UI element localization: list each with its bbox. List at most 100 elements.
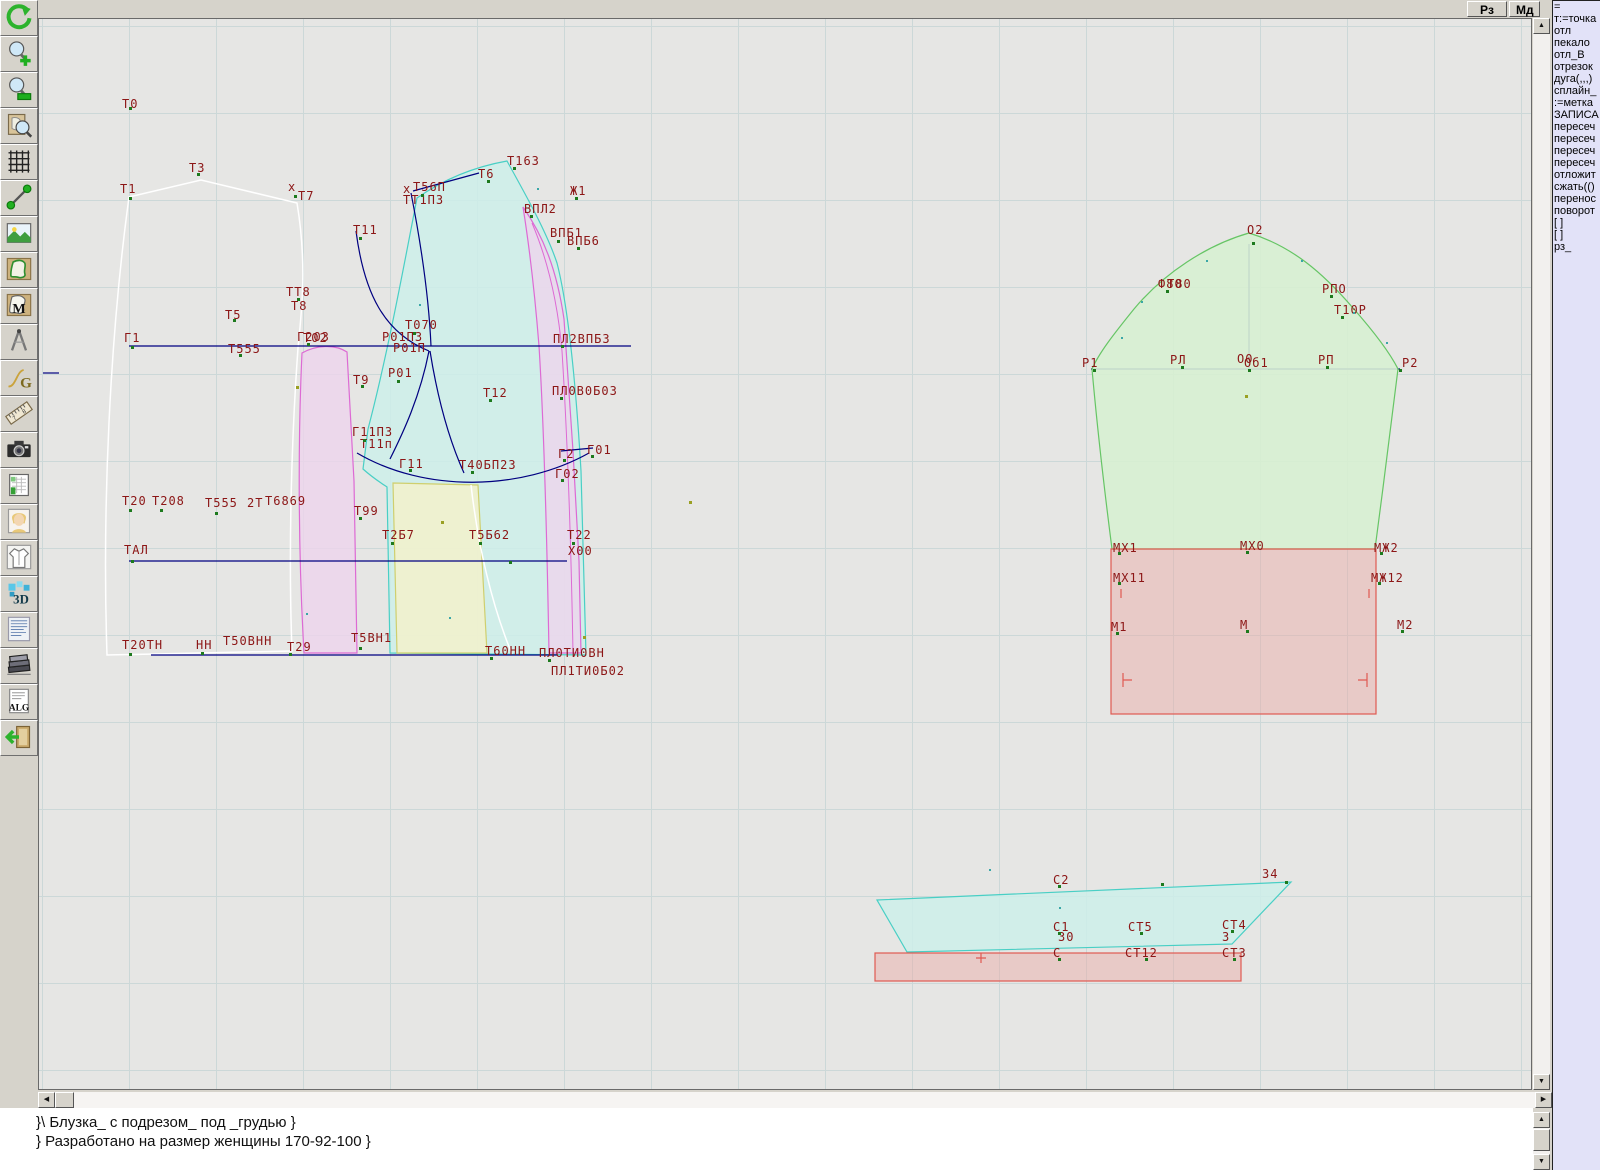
pattern-point: [577, 247, 580, 250]
point-label: МХ11: [1113, 571, 1146, 585]
command-item[interactable]: пересеч: [1554, 157, 1596, 169]
side-panel-right[interactable]: [522, 206, 582, 654]
pattern-canvas[interactable]: Т0 Т3 Т1 х Т7 Т11 Т163 Т6 х Т56П ТТ1П3 Ж1 ВПЛ2 ВПБ1 ВП…: [38, 18, 1532, 1090]
command-item[interactable]: пересеч: [1554, 145, 1596, 157]
zoom-region-button[interactable]: [0, 108, 38, 144]
sleeve-piece[interactable]: [1091, 232, 1399, 550]
compass-button[interactable]: [0, 324, 38, 360]
output-scroll-down-icon[interactable]: ▼: [1533, 1154, 1550, 1170]
pattern-point: [307, 343, 310, 346]
zoom-in-button[interactable]: [0, 36, 38, 72]
h-scrollbar[interactable]: ◀ ▶: [38, 1092, 1552, 1108]
grid-button[interactable]: [0, 144, 38, 180]
exit-button[interactable]: [0, 720, 38, 756]
pattern-point: [509, 561, 512, 564]
table-button[interactable]: [0, 468, 38, 504]
command-item[interactable]: =: [1554, 1, 1561, 13]
command-item[interactable]: т:=точка: [1554, 13, 1597, 25]
pattern-point: [361, 385, 364, 388]
view-3d-button[interactable]: 3D: [0, 576, 38, 612]
scroll-right-icon[interactable]: ▶: [1535, 1092, 1552, 1108]
pattern-point: [1145, 958, 1148, 961]
command-item[interactable]: рз_: [1554, 241, 1572, 253]
point-label: Т11п: [360, 437, 393, 451]
command-item[interactable]: :=метка: [1554, 97, 1594, 109]
point-label: Р01П3: [382, 330, 424, 344]
point-label: Т99: [354, 504, 379, 518]
curve-g-button[interactable]: G: [0, 360, 38, 396]
command-item[interactable]: пересеч: [1554, 121, 1596, 133]
pattern-point: [1386, 342, 1388, 344]
point-label: ПЛ0В0Б03: [552, 384, 618, 398]
cuff-piece[interactable]: [1110, 548, 1377, 715]
pattern-point: [441, 521, 444, 524]
script-list-button[interactable]: [0, 612, 38, 648]
point-label: Т070: [405, 318, 438, 332]
pattern-point: [689, 501, 692, 504]
scroll-down-icon[interactable]: ▼: [1533, 1074, 1550, 1090]
output-scroll-thumb[interactable]: [1533, 1129, 1550, 1151]
garment-sketch-button[interactable]: [0, 540, 38, 576]
pattern-point: [421, 194, 424, 197]
side-panel-left[interactable]: [298, 345, 358, 654]
command-item[interactable]: отл: [1554, 25, 1572, 37]
command-item[interactable]: сжать((): [1554, 181, 1595, 193]
output-scrollbar[interactable]: ▲ ▼: [1533, 1112, 1550, 1170]
band-notch: [976, 953, 986, 963]
point-label: Т12: [483, 386, 508, 400]
pattern-point: [1353, 312, 1355, 314]
scroll-up-icon[interactable]: ▲: [1533, 18, 1550, 34]
point-label: НН: [196, 638, 213, 652]
pattern-piece-button[interactable]: [0, 252, 38, 288]
point-label: М: [1240, 618, 1249, 632]
point-label: СТ5: [1128, 920, 1153, 934]
pattern-point: [397, 380, 400, 383]
pattern-point: [359, 237, 362, 240]
point-label: Т20ТН: [122, 638, 164, 652]
command-item[interactable]: [ ]: [1554, 229, 1564, 241]
pattern-point: [1058, 958, 1061, 961]
output-text-area[interactable]: }\ Блузка_ с подрезом_ под _грудью } } Р…: [0, 1108, 1533, 1170]
point-label: ПЛ0ТИ0ВН: [539, 646, 605, 660]
alg-button[interactable]: ALG: [0, 684, 38, 720]
output-scroll-up-icon[interactable]: ▲: [1533, 1112, 1550, 1128]
pattern-m-button[interactable]: M: [0, 288, 38, 324]
point-label: Т2Б7: [382, 528, 415, 542]
command-item[interactable]: ЗАПИСА: [1554, 109, 1599, 121]
command-item[interactable]: пекало: [1554, 37, 1590, 49]
command-item[interactable]: сплайн_: [1554, 85, 1597, 97]
segment-button[interactable]: [0, 180, 38, 216]
command-item[interactable]: отл_В: [1554, 49, 1585, 61]
h-scroll-thumb[interactable]: [55, 1092, 74, 1108]
command-list-panel[interactable]: = т:=точка отл пекало отл_В отрезок дуга(,,,) с…: [1552, 0, 1600, 1170]
scroll-left-icon[interactable]: ◀: [38, 1092, 55, 1108]
command-item[interactable]: дуга(,,,): [1554, 73, 1593, 85]
pattern-m-icon: M: [5, 291, 33, 322]
band-piece[interactable]: [874, 952, 1242, 982]
model-photo-button[interactable]: [0, 504, 38, 540]
command-item[interactable]: [ ]: [1554, 217, 1564, 229]
pattern-point: [561, 345, 564, 348]
table-icon: [5, 471, 33, 502]
camera-button[interactable]: [0, 432, 38, 468]
point-label: О0: [1237, 352, 1254, 366]
back-piece-outline[interactable]: [104, 179, 304, 656]
yellow-panel[interactable]: [392, 482, 488, 654]
undo-button[interactable]: [0, 0, 38, 36]
point-label: ПЛ1ТИ0Б02: [551, 664, 626, 678]
md-button[interactable]: Мд: [1509, 1, 1540, 17]
zoom-out-button[interactable]: [0, 72, 38, 108]
point-label: ПЛ2ВПБ3: [553, 332, 611, 346]
pattern-point: [413, 332, 416, 335]
rz-button[interactable]: Рз: [1467, 1, 1507, 17]
v-scrollbar[interactable]: ▲ ▼: [1533, 18, 1550, 1090]
command-item[interactable]: поворот: [1554, 205, 1595, 217]
command-item[interactable]: перенос: [1554, 193, 1597, 205]
command-item[interactable]: отрезок: [1554, 61, 1593, 73]
collar-piece[interactable]: [875, 881, 1293, 953]
command-item[interactable]: пересеч: [1554, 133, 1596, 145]
image-button[interactable]: [0, 216, 38, 252]
books-button[interactable]: [0, 648, 38, 684]
command-item[interactable]: отложит: [1554, 169, 1596, 181]
